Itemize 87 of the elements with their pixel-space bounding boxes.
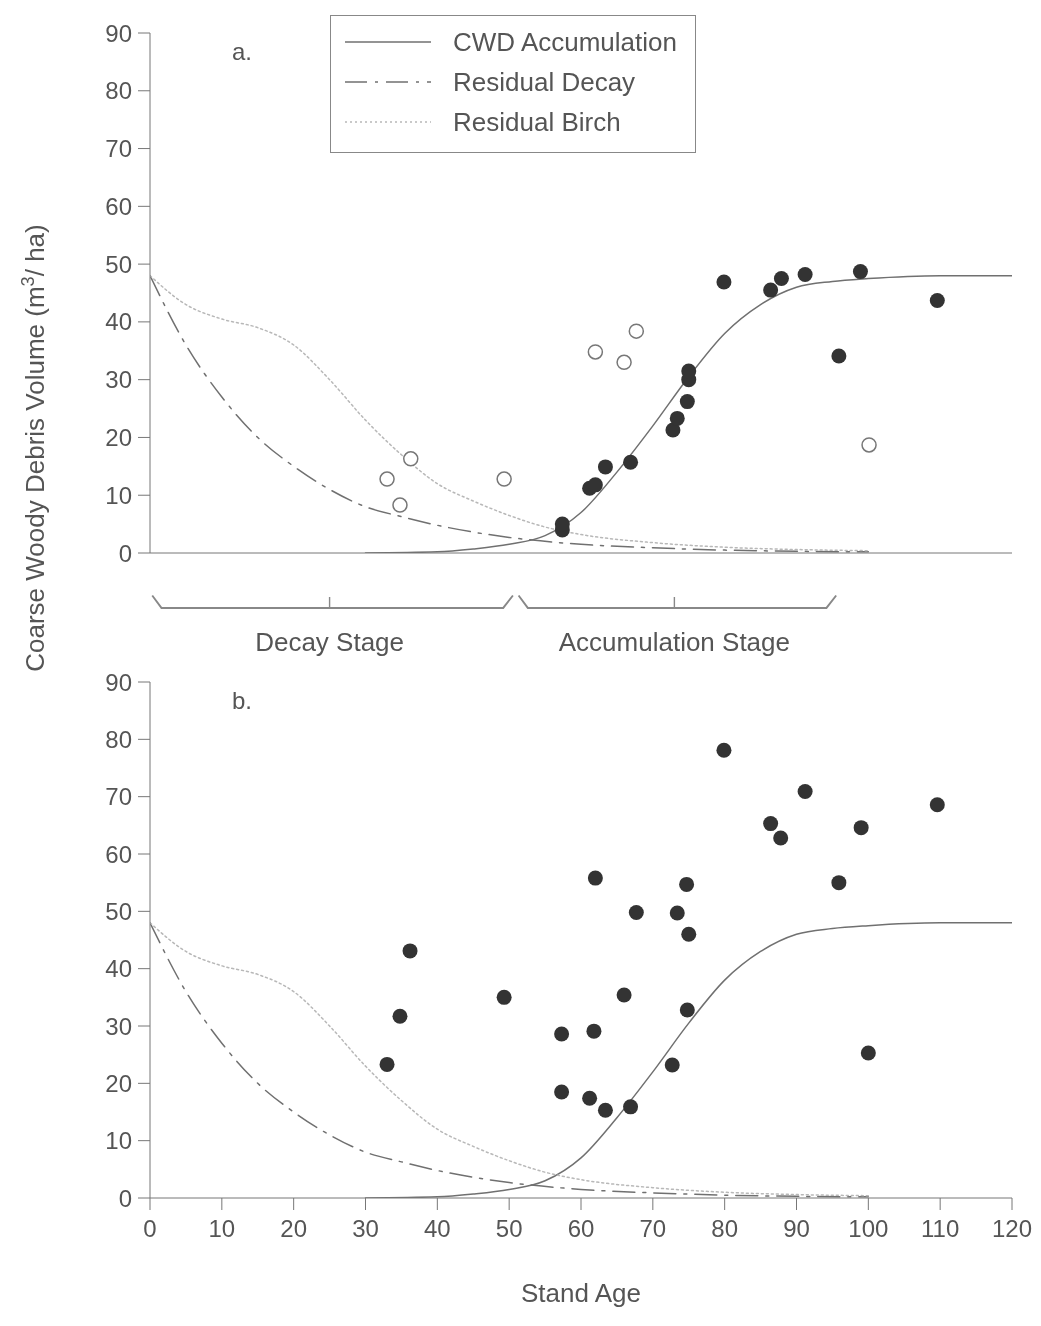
point xyxy=(597,1102,613,1118)
point xyxy=(797,784,813,800)
y-tick-label: 50 xyxy=(105,250,132,278)
point xyxy=(496,989,512,1005)
point xyxy=(773,271,789,287)
x-tick-label: 40 xyxy=(423,1215,451,1243)
x-tick-label: 110 xyxy=(921,1215,960,1243)
point xyxy=(587,870,603,886)
y-tick-label: 10 xyxy=(105,1127,132,1155)
x-tick-label: 100 xyxy=(848,1215,889,1243)
point xyxy=(379,1056,395,1072)
point xyxy=(679,1002,695,1018)
y-tick-label: 20 xyxy=(105,1069,132,1097)
x-tick-label: 50 xyxy=(495,1215,523,1243)
text: Decay Stage xyxy=(255,627,405,657)
point xyxy=(403,451,419,467)
point xyxy=(582,1090,598,1106)
point xyxy=(616,354,632,371)
point xyxy=(669,410,685,426)
point xyxy=(773,830,789,846)
text: Accumulation Stage xyxy=(558,627,791,657)
point xyxy=(716,274,732,290)
y-tick-label: 30 xyxy=(105,366,132,394)
annotation: a. xyxy=(232,38,253,66)
point xyxy=(392,497,408,513)
point xyxy=(587,477,603,493)
point xyxy=(623,454,639,470)
point xyxy=(586,1023,602,1039)
point xyxy=(716,742,732,758)
point xyxy=(861,437,877,453)
x-tick-label: 30 xyxy=(352,1215,379,1243)
y-tick-label: 30 xyxy=(105,1012,132,1040)
y-tick-label: 0 xyxy=(118,539,132,567)
point xyxy=(797,267,813,283)
y-tick-label: 80 xyxy=(105,77,132,105)
point xyxy=(669,905,685,921)
y-tick-label: 80 xyxy=(105,725,132,753)
point xyxy=(681,926,697,942)
point xyxy=(831,348,847,364)
point xyxy=(616,987,632,1003)
y-tick-label: 90 xyxy=(105,19,132,47)
point xyxy=(852,264,868,280)
x-tick-label: 0 xyxy=(143,1215,157,1243)
point xyxy=(597,459,613,475)
y-tick-label: 20 xyxy=(105,423,132,451)
y-tick-label: 70 xyxy=(105,783,132,811)
point xyxy=(628,904,644,920)
point xyxy=(853,820,869,836)
point xyxy=(554,1084,570,1100)
point xyxy=(392,1008,408,1024)
point xyxy=(679,394,695,410)
y-tick-label: 40 xyxy=(105,308,132,336)
point xyxy=(763,282,779,298)
point xyxy=(587,344,604,360)
y-tick-label: 70 xyxy=(105,135,132,163)
x-tick-label: 120 xyxy=(991,1215,1033,1243)
x-tick-label: 10 xyxy=(208,1215,236,1243)
point xyxy=(554,1026,570,1042)
x-tick-label: 80 xyxy=(711,1215,739,1243)
y-tick-label: 60 xyxy=(105,840,132,868)
y-tick-label: 10 xyxy=(105,481,132,509)
point xyxy=(628,323,645,339)
x-tick-label: 60 xyxy=(567,1215,595,1243)
y-tick-label: 60 xyxy=(105,192,132,220)
y-tick-label: 90 xyxy=(105,668,132,696)
point xyxy=(763,816,779,832)
point xyxy=(929,797,945,813)
point xyxy=(860,1045,876,1061)
point xyxy=(679,876,695,892)
y-tick-label: 40 xyxy=(105,955,132,983)
point xyxy=(664,1057,680,1073)
legend-label: Residual Birch xyxy=(453,106,621,138)
point xyxy=(379,471,395,487)
x-tick-label: 90 xyxy=(783,1215,810,1243)
x-axis-title: Stand Age xyxy=(520,1278,642,1309)
point xyxy=(929,293,945,309)
point xyxy=(496,471,512,487)
y-tick-label: 50 xyxy=(105,897,132,925)
legend-label: Residual Decay xyxy=(453,66,636,98)
y-tick-label: 0 xyxy=(118,1184,132,1212)
point xyxy=(831,875,847,891)
annotation: b. xyxy=(232,687,253,715)
x-tick-label: 70 xyxy=(639,1215,667,1243)
legend-label: CWD Accumulation xyxy=(453,26,677,58)
point xyxy=(402,943,418,959)
point xyxy=(623,1099,639,1115)
x-tick-label: 20 xyxy=(280,1215,308,1243)
